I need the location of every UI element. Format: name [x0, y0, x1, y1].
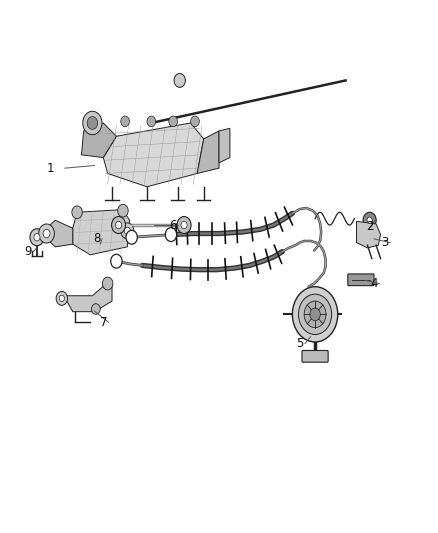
Circle shape	[30, 229, 44, 246]
Circle shape	[87, 117, 98, 130]
Circle shape	[177, 216, 191, 233]
Circle shape	[367, 217, 372, 223]
Circle shape	[39, 224, 54, 243]
FancyBboxPatch shape	[302, 351, 328, 362]
Circle shape	[169, 116, 177, 127]
Text: 9: 9	[25, 245, 32, 258]
Circle shape	[292, 287, 338, 342]
Circle shape	[92, 304, 100, 314]
Circle shape	[181, 221, 187, 229]
Circle shape	[363, 212, 376, 228]
Circle shape	[72, 206, 82, 219]
Circle shape	[56, 292, 67, 305]
Circle shape	[59, 295, 64, 302]
Polygon shape	[64, 282, 112, 312]
Circle shape	[298, 294, 332, 335]
Circle shape	[174, 74, 185, 87]
Circle shape	[111, 254, 122, 268]
FancyBboxPatch shape	[348, 274, 374, 286]
Text: 7: 7	[99, 316, 107, 329]
Circle shape	[34, 233, 40, 241]
Circle shape	[126, 230, 138, 244]
Text: 2: 2	[366, 220, 373, 233]
Circle shape	[121, 116, 130, 127]
Circle shape	[304, 301, 326, 328]
Circle shape	[118, 204, 128, 217]
Circle shape	[83, 111, 102, 135]
Text: 5: 5	[296, 337, 304, 350]
Circle shape	[102, 277, 113, 290]
Polygon shape	[81, 123, 117, 158]
Text: 4: 4	[370, 277, 378, 290]
Text: 3: 3	[381, 236, 389, 249]
Circle shape	[112, 216, 126, 233]
Circle shape	[116, 221, 122, 229]
Circle shape	[43, 229, 50, 238]
Text: 6: 6	[170, 219, 177, 231]
Text: 8: 8	[93, 232, 100, 245]
Circle shape	[191, 116, 199, 127]
Circle shape	[147, 116, 155, 127]
Polygon shape	[103, 123, 204, 187]
Polygon shape	[219, 128, 230, 163]
Circle shape	[310, 308, 320, 321]
Circle shape	[124, 227, 131, 235]
Text: 1: 1	[47, 161, 55, 175]
Polygon shape	[357, 221, 381, 248]
Polygon shape	[73, 209, 130, 255]
Polygon shape	[197, 131, 219, 173]
Polygon shape	[46, 220, 73, 247]
Circle shape	[165, 228, 177, 241]
Circle shape	[121, 223, 134, 239]
